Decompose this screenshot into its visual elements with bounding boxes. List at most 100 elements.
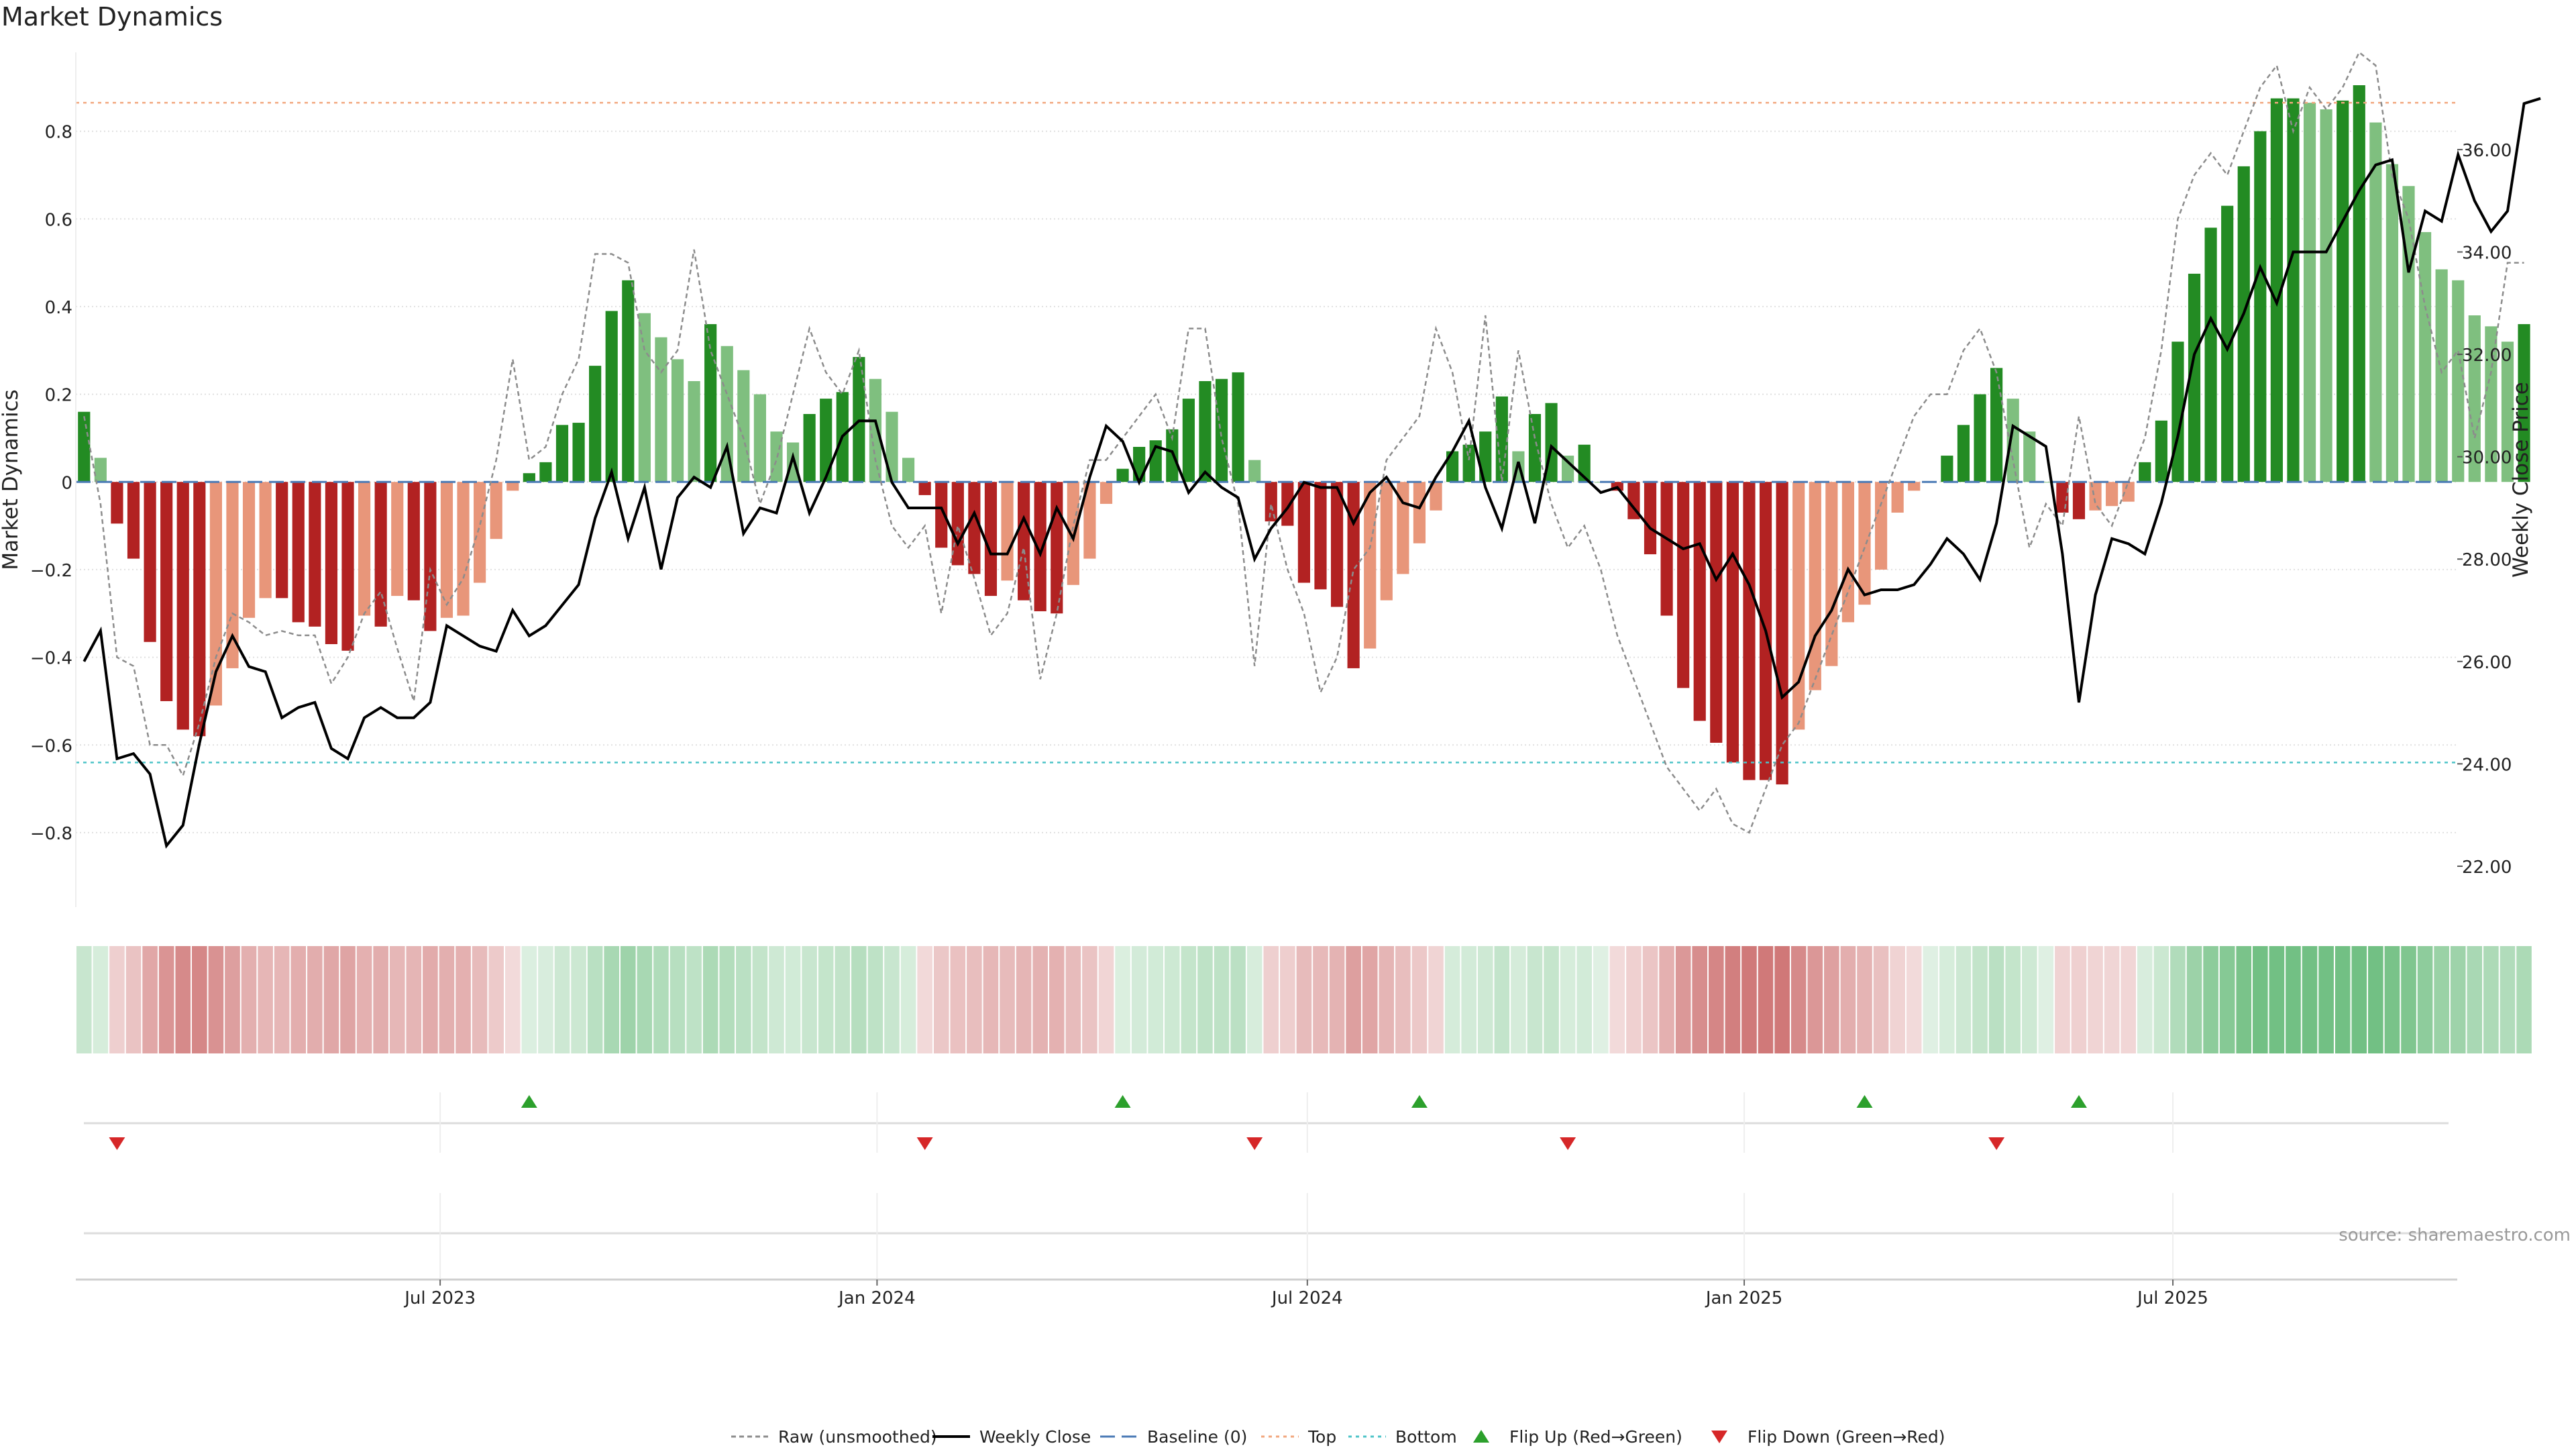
strip-cell-week-85	[1461, 946, 1477, 1053]
strip-cell-week-76	[1313, 946, 1328, 1053]
legend-label: Flip Down (Green→Red)	[1748, 1427, 1945, 1447]
bar-week-79	[1364, 482, 1377, 649]
y-tick-label-right: 30.00	[2462, 448, 2512, 468]
strip-cell-week-49	[867, 946, 883, 1053]
strip-cell-week-112	[1906, 946, 1922, 1053]
strip-cell-week-117	[1988, 946, 2004, 1053]
strip-cell-week-81	[1395, 946, 1411, 1053]
flip-down-marker	[1560, 1137, 1576, 1150]
bar-week-114	[1941, 456, 1953, 482]
strip-cell-week-87	[1494, 946, 1510, 1053]
strip-cell-week-101	[1725, 946, 1741, 1053]
bar-week-97	[1660, 482, 1673, 616]
legend-item-bottom: Bottom	[1348, 1427, 1457, 1447]
flip-down-marker	[1988, 1137, 2005, 1150]
strip-cell-week-123	[2088, 946, 2103, 1053]
y-tick-label-left: 0.8	[45, 123, 72, 143]
legend-label: Flip Up (Red→Green)	[1509, 1427, 1682, 1447]
strip-cell-week-16	[323, 946, 339, 1053]
strip-cell-week-130	[2203, 946, 2218, 1053]
bar-week-139	[2353, 85, 2365, 482]
strip-cell-week-50	[884, 946, 900, 1053]
reference-lines-layer	[76, 101, 2457, 764]
strip-cell-week-114	[1939, 946, 1955, 1053]
bar-week-133	[2254, 131, 2267, 482]
strip-cell-week-71	[1230, 946, 1246, 1053]
bar-week-17	[341, 482, 354, 651]
flip-up-marker	[1114, 1095, 1131, 1108]
strip-cell-week-134	[2269, 946, 2285, 1053]
bar-week-101	[1726, 482, 1739, 763]
strip-cell-week-137	[2318, 946, 2334, 1053]
y-tick-label-right: 22.00	[2462, 858, 2512, 878]
strip-cell-week-132	[2236, 946, 2252, 1053]
y-tick-label-left: 0.4	[45, 298, 72, 318]
y-tick-label-left: 0.6	[45, 210, 72, 230]
axis-layer: −0.8 −0.6 −0.4 −0.2 0 0.2 0.4 0.6 0.8 22.00 24.00 2…	[30, 52, 2512, 907]
strip-cell-week-20	[389, 946, 405, 1053]
strip-cell-week-80	[1379, 946, 1395, 1053]
bar-week-87	[1495, 396, 1508, 482]
strip-cell-week-33	[604, 946, 620, 1053]
bar-week-33	[605, 311, 618, 482]
bar-week-71	[1232, 372, 1244, 482]
strip-cell-week-129	[2186, 946, 2202, 1053]
strip-cell-week-83	[1428, 946, 1444, 1053]
bar-week-119	[2023, 431, 2036, 482]
strip-cell-week-113	[1923, 946, 1939, 1053]
bar-week-144	[2435, 269, 2448, 482]
strip-cell-week-28	[521, 946, 537, 1053]
bar-week-52	[918, 482, 931, 495]
bar-week-41	[737, 370, 750, 482]
bar-week-48	[853, 357, 865, 482]
bar-week-57	[1001, 482, 1014, 581]
strip-cell-week-93	[1593, 946, 1609, 1053]
bar-week-108	[1841, 482, 1855, 623]
flip-up-marker	[1856, 1095, 1873, 1108]
strip-cell-week-79	[1362, 946, 1378, 1053]
strip-cell-week-31	[571, 946, 586, 1053]
bar-week-102	[1743, 482, 1756, 780]
bar-week-16	[325, 482, 338, 644]
strip-cell-week-82	[1411, 946, 1428, 1053]
flip-up-marker	[2070, 1095, 2087, 1108]
legend-item-baseline: Baseline (0)	[1100, 1427, 1247, 1447]
strip-cell-week-44	[785, 946, 801, 1053]
bar-week-140	[2369, 122, 2382, 482]
bar-week-148	[2501, 342, 2514, 482]
strip-cell-week-84	[1444, 946, 1460, 1053]
strip-cell-week-106	[1807, 946, 1823, 1053]
bar-week-63	[1099, 482, 1113, 504]
bar-week-55	[968, 482, 981, 574]
bar-week-78	[1347, 482, 1360, 668]
bar-week-37	[671, 359, 684, 482]
chart-title: Market Dynamics	[1, 2, 223, 32]
strip-cell-week-48	[851, 946, 867, 1053]
strip-cell-week-46	[818, 946, 834, 1053]
strip-cell-week-68	[1181, 946, 1197, 1053]
bar-week-138	[2337, 100, 2349, 482]
flip-markers-panel	[84, 1092, 2449, 1153]
bar-week-109	[1858, 482, 1871, 605]
bar-week-110	[1874, 482, 1888, 570]
regime-strip	[76, 946, 2532, 1053]
strip-cell-week-11	[241, 946, 257, 1053]
bar-week-143	[2418, 231, 2432, 482]
strip-cell-week-61	[1065, 946, 1081, 1053]
strip-cell-week-42	[752, 946, 768, 1053]
strip-cell-week-146	[2467, 946, 2483, 1053]
bar-week-1	[78, 411, 91, 482]
y-tick-label-left: −0.4	[30, 649, 72, 669]
bar-week-96	[1644, 482, 1657, 555]
bar-week-24	[457, 482, 470, 616]
strip-cell-week-38	[686, 946, 702, 1053]
legend-label: Raw (unsmoothed)	[778, 1427, 937, 1447]
bar-week-112	[1908, 482, 1921, 491]
bar-week-98	[1677, 482, 1690, 688]
bar-week-84	[1446, 451, 1459, 482]
x-tick-label: Jan 2025	[1705, 1288, 1783, 1308]
bar-week-11	[242, 482, 256, 618]
legend-item-top: Top	[1261, 1427, 1336, 1447]
y-axis-label-right: Weekly Close Price	[2509, 382, 2533, 578]
